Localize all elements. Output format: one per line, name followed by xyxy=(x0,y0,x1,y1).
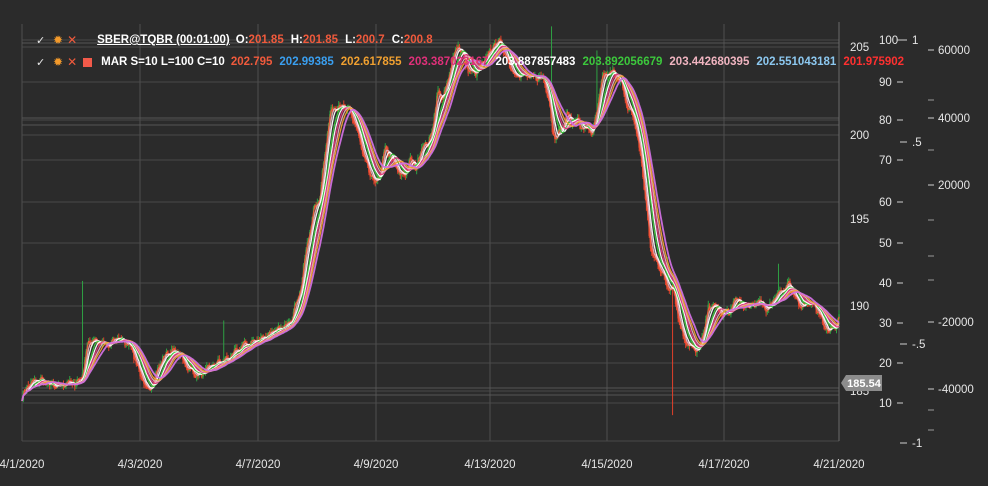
last-price-tag: 185.54 xyxy=(841,375,882,391)
scale-tick-label: 10 xyxy=(879,398,892,410)
scale-tick-label: 50 xyxy=(879,238,892,250)
price-tag-shape xyxy=(841,375,882,391)
legend-ohlc-row: ✓ ✹ ✕ SBER@TQBR (00:01:00) O: 201.85 H: … xyxy=(36,32,440,48)
ma-line-9 xyxy=(21,49,840,402)
x-tick-label: 4/3/2020 xyxy=(118,459,163,471)
pm-tick-label: .5 xyxy=(912,137,922,149)
indicator-value-9: 201.975902 xyxy=(843,56,905,68)
open-label: O: xyxy=(235,34,249,46)
check-icon[interactable]: ✓ xyxy=(36,56,46,69)
pm-tick-label: 1 xyxy=(912,35,918,47)
scale-tick-label: 60 xyxy=(879,197,892,209)
price-tag-text: 185.54 xyxy=(847,378,882,390)
ma-line-3 xyxy=(21,41,840,402)
gear-icon[interactable]: ✹ xyxy=(53,33,64,47)
ma-line-4 xyxy=(21,43,840,402)
color-square-icon[interactable] xyxy=(83,57,93,67)
indicator-value-6: 203.892056679 xyxy=(582,56,663,68)
check-icon[interactable]: ✓ xyxy=(36,34,46,47)
indicator-value-4: 203.387023167 xyxy=(408,56,489,68)
ma-line-8 xyxy=(21,47,840,402)
indicator-values: 202.795 202.99385 202.617855 203.387023167 2… xyxy=(231,56,911,68)
indicator-value-7: 203.442680395 xyxy=(669,56,750,68)
gear-icon[interactable]: ✹ xyxy=(53,55,64,69)
ma-line-6 xyxy=(21,45,840,402)
indicator-value-2: 202.99385 xyxy=(279,56,334,68)
indicator-value-1: 202.795 xyxy=(230,56,273,68)
volume-tick-label: 20000 xyxy=(938,180,970,192)
indicator-value-8: 202.551043181 xyxy=(756,56,837,68)
ma-line-1 xyxy=(21,38,840,402)
pm-tick-label: -1 xyxy=(912,438,922,450)
indicator-title[interactable]: MAR S=10 L=100 C=10 xyxy=(101,56,225,68)
high-label: H: xyxy=(290,34,303,46)
axes-labels: 2052001951901851009080706050403020101.5-… xyxy=(0,35,974,471)
scale-tick-label: 100 xyxy=(879,35,898,47)
low-label: L: xyxy=(345,34,356,46)
scale-tick-label: 30 xyxy=(879,318,892,330)
x-tick-label: 4/7/2020 xyxy=(236,459,281,471)
price-tick-label: 205 xyxy=(850,42,869,54)
low-value: 200.7 xyxy=(355,34,385,46)
close-icon[interactable]: ✕ xyxy=(67,33,78,47)
indicator-value-5: 203.887857483 xyxy=(495,56,576,68)
pm-tick-label: -.5 xyxy=(912,339,925,351)
high-value: 201.85 xyxy=(302,34,339,46)
volume-tick-label: -20000 xyxy=(938,317,974,329)
price-tick-label: 190 xyxy=(850,301,869,313)
close-icon[interactable]: ✕ xyxy=(67,55,78,69)
x-tick-label: 4/17/2020 xyxy=(698,459,749,471)
open-value: 201.85 xyxy=(248,34,284,46)
scale-tick-label: 80 xyxy=(879,115,892,127)
ma-ribbon xyxy=(21,38,840,402)
volume-tick-label: 40000 xyxy=(938,113,970,125)
price-tick-label: 200 xyxy=(850,130,869,142)
x-tick-label: 4/1/2020 xyxy=(0,459,44,471)
x-tick-label: 4/9/2020 xyxy=(354,459,399,471)
ma-line-5 xyxy=(21,44,840,402)
x-tick-label: 4/21/2020 xyxy=(813,459,864,471)
close-label: C: xyxy=(391,34,404,46)
scale-tick-label: 20 xyxy=(879,358,892,370)
volume-tick-label: -40000 xyxy=(938,384,974,396)
close-value: 200.8 xyxy=(403,34,433,46)
legend-mar-row: ✓ ✹ ✕ MAR S=10 L=100 C=10 202.795 202.993… xyxy=(36,54,911,70)
ma-line-2 xyxy=(21,40,840,402)
x-tick-label: 4/13/2020 xyxy=(464,459,515,471)
price-tick-label: 195 xyxy=(850,214,869,226)
ma-line-7 xyxy=(21,46,840,402)
scale-tick-label: 90 xyxy=(879,77,892,89)
x-tick-label: 4/15/2020 xyxy=(581,459,632,471)
volume-tick-label: 60000 xyxy=(938,45,970,57)
indicator-value-3: 202.617855 xyxy=(340,56,402,68)
scale-tick-label: 70 xyxy=(879,155,892,167)
series-title[interactable]: SBER@TQBR (00:01:00) xyxy=(97,34,230,46)
scale-tick-label: 40 xyxy=(879,278,892,290)
